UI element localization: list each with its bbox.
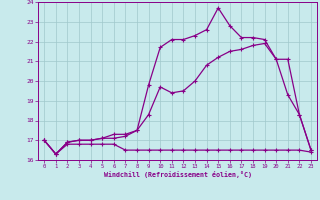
X-axis label: Windchill (Refroidissement éolien,°C): Windchill (Refroidissement éolien,°C) [104,171,252,178]
